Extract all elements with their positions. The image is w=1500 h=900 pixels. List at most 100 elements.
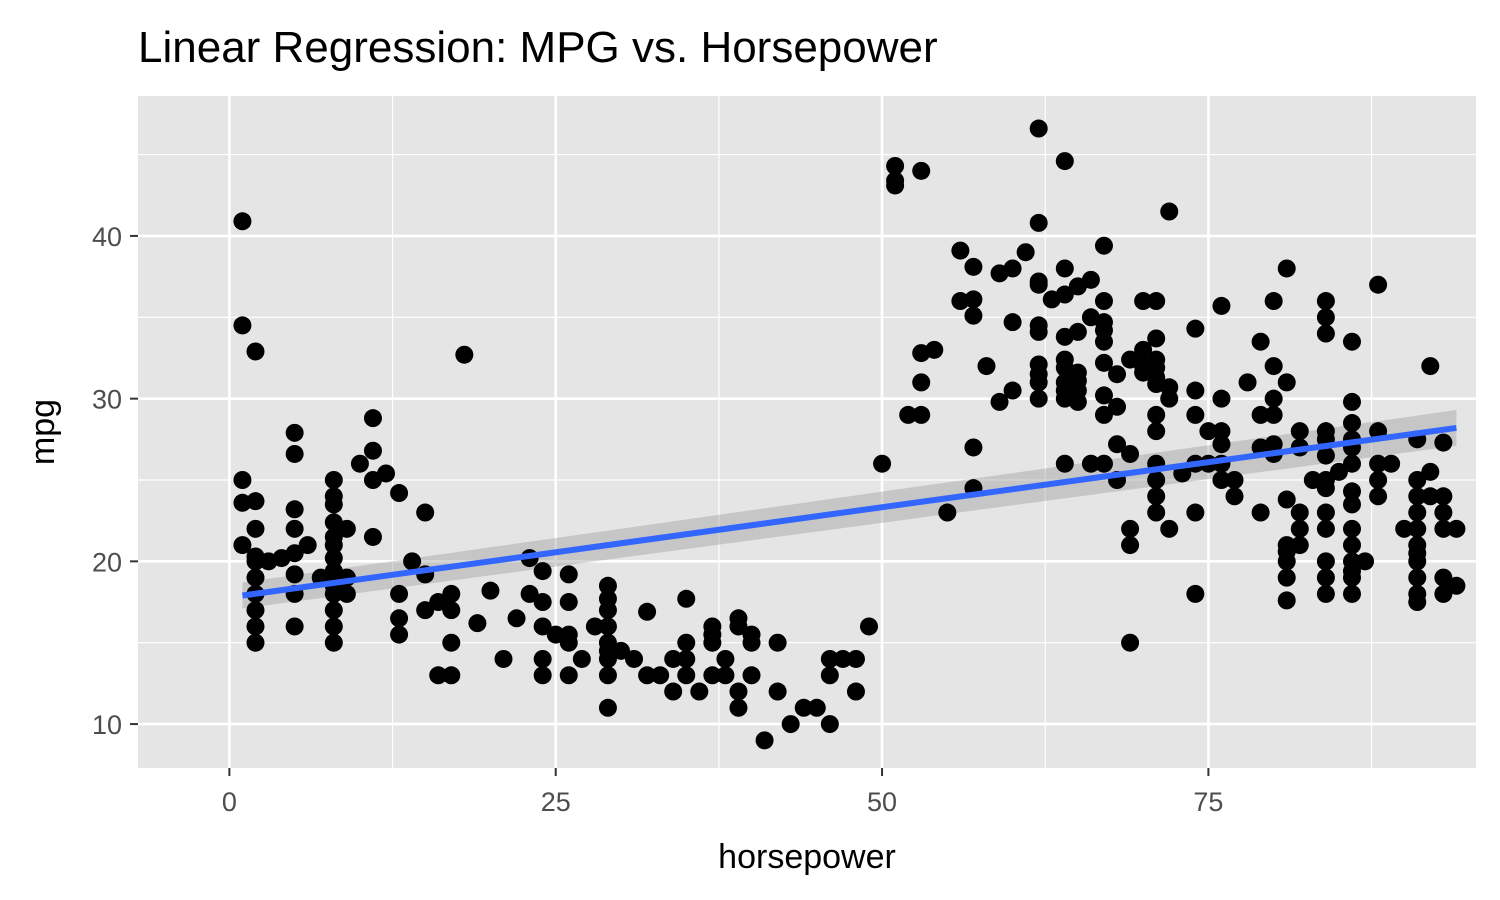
data-point bbox=[598, 576, 617, 595]
data-point bbox=[1212, 389, 1231, 408]
data-point bbox=[1212, 422, 1231, 441]
data-point bbox=[1199, 422, 1218, 441]
data-point bbox=[363, 409, 382, 428]
data-point bbox=[1434, 487, 1453, 506]
data-point bbox=[1186, 584, 1205, 603]
data-point bbox=[768, 633, 787, 652]
data-point bbox=[1290, 536, 1309, 555]
data-point bbox=[1408, 487, 1427, 506]
y-tick-label: 40 bbox=[92, 222, 122, 252]
data-point bbox=[1225, 487, 1244, 506]
data-point bbox=[1316, 568, 1335, 587]
data-point bbox=[1316, 324, 1335, 343]
data-point bbox=[246, 617, 265, 636]
data-point bbox=[403, 552, 422, 571]
data-point bbox=[951, 241, 970, 260]
data-point bbox=[1342, 495, 1361, 514]
minor-gridlines bbox=[138, 96, 1476, 768]
data-point bbox=[1277, 259, 1296, 278]
data-point bbox=[337, 584, 356, 603]
data-point bbox=[285, 519, 304, 538]
data-point bbox=[350, 454, 369, 473]
data-point bbox=[1094, 332, 1113, 351]
data-point bbox=[1264, 389, 1283, 408]
data-point bbox=[233, 471, 252, 489]
data-point bbox=[559, 633, 578, 652]
data-point bbox=[1316, 584, 1335, 603]
data-point bbox=[598, 601, 617, 620]
data-point bbox=[638, 666, 657, 685]
data-point bbox=[1303, 471, 1322, 489]
data-point bbox=[442, 601, 461, 620]
data-point bbox=[1264, 292, 1283, 311]
data-point bbox=[742, 666, 761, 685]
data-point bbox=[1225, 471, 1244, 489]
data-point bbox=[1094, 386, 1113, 405]
data-point bbox=[1277, 552, 1296, 571]
data-point bbox=[1212, 435, 1231, 454]
x-tick-label: 50 bbox=[867, 787, 897, 817]
data-point bbox=[442, 633, 461, 652]
data-point bbox=[533, 666, 552, 685]
data-point bbox=[664, 682, 683, 701]
data-point bbox=[1342, 414, 1361, 433]
data-point bbox=[1408, 503, 1427, 522]
data-point bbox=[520, 584, 539, 603]
data-point bbox=[324, 495, 343, 514]
data-point bbox=[964, 257, 983, 276]
data-points bbox=[233, 119, 1466, 750]
data-point bbox=[1081, 454, 1100, 473]
data-point bbox=[977, 357, 996, 376]
data-point bbox=[1160, 389, 1179, 408]
data-point bbox=[416, 503, 435, 522]
data-point bbox=[1447, 576, 1466, 595]
data-point bbox=[1408, 519, 1427, 538]
data-point bbox=[1434, 519, 1453, 538]
data-point bbox=[964, 438, 983, 457]
data-point bbox=[951, 292, 970, 311]
x-tick-label: 25 bbox=[541, 787, 571, 817]
data-point bbox=[1212, 296, 1231, 315]
data-point bbox=[638, 602, 657, 621]
data-point bbox=[1134, 340, 1153, 359]
data-point bbox=[677, 633, 696, 652]
data-point bbox=[964, 290, 983, 309]
data-point bbox=[1421, 462, 1440, 481]
data-point bbox=[363, 441, 382, 460]
data-point bbox=[1029, 373, 1048, 392]
data-point bbox=[1055, 152, 1074, 171]
data-point bbox=[324, 617, 343, 636]
data-point bbox=[716, 649, 735, 668]
data-point bbox=[1408, 471, 1427, 489]
data-point bbox=[1212, 471, 1231, 489]
data-point bbox=[416, 601, 435, 620]
data-point bbox=[703, 633, 722, 652]
data-point bbox=[1055, 259, 1074, 278]
data-point bbox=[598, 698, 617, 717]
data-point bbox=[559, 666, 578, 685]
data-point bbox=[1160, 519, 1179, 538]
data-point bbox=[912, 405, 931, 424]
data-point bbox=[1029, 275, 1048, 294]
data-point bbox=[233, 212, 252, 231]
data-point bbox=[1134, 292, 1153, 311]
data-point bbox=[285, 565, 304, 584]
major-gridlines bbox=[138, 96, 1476, 768]
data-point bbox=[429, 593, 448, 612]
data-point bbox=[285, 444, 304, 463]
data-point bbox=[1251, 405, 1270, 424]
data-point bbox=[1094, 236, 1113, 255]
data-point bbox=[1094, 405, 1113, 424]
data-point bbox=[1121, 519, 1140, 538]
data-point bbox=[1447, 519, 1466, 538]
data-point bbox=[1108, 435, 1127, 454]
data-point bbox=[1277, 568, 1296, 587]
data-point bbox=[324, 633, 343, 652]
data-point bbox=[1094, 454, 1113, 473]
data-point bbox=[1029, 322, 1048, 341]
data-point bbox=[1342, 392, 1361, 411]
data-point bbox=[990, 392, 1009, 411]
data-point bbox=[1029, 389, 1048, 408]
data-point bbox=[1264, 405, 1283, 424]
data-point bbox=[1186, 319, 1205, 338]
